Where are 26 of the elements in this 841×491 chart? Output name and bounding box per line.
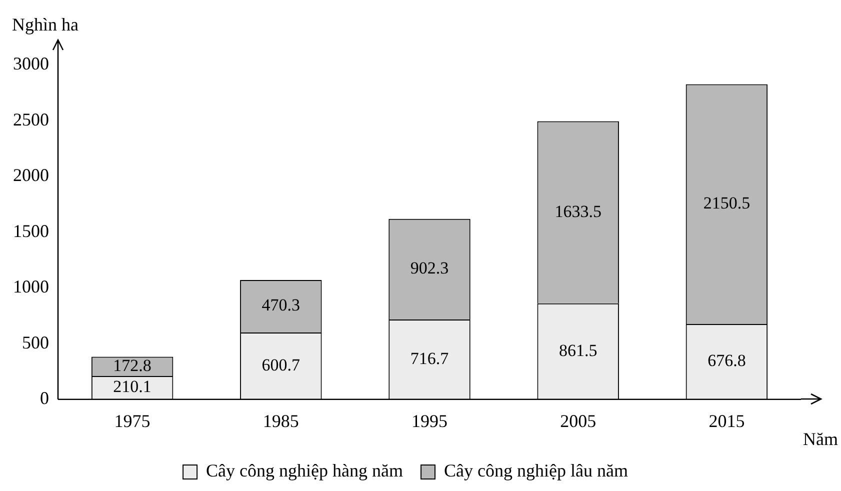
data-label: 1633.5 — [554, 202, 602, 221]
y-tick-label: 0 — [40, 388, 49, 408]
y-axis-title: Nghìn ha — [12, 14, 78, 35]
x-axis-title: Năm — [803, 429, 838, 450]
data-label: 716.7 — [410, 348, 450, 368]
data-label: 902.3 — [410, 258, 449, 278]
y-tick-label: 1500 — [13, 220, 49, 241]
data-label: 861.5 — [558, 340, 598, 360]
y-tick-label: 2500 — [13, 109, 49, 130]
y-tick-label: 1000 — [13, 276, 49, 297]
x-tick-label: 1985 — [262, 410, 299, 431]
data-label: 470.3 — [262, 296, 300, 315]
legend-label: Cây công nghiệp lâu năm — [444, 460, 628, 481]
x-tick-label: 1975 — [114, 410, 150, 431]
x-tick-label: 1995 — [412, 410, 448, 431]
data-label: 600.7 — [262, 355, 301, 374]
data-label: 210.1 — [113, 377, 152, 396]
y-tick-label: 500 — [22, 332, 49, 352]
y-tick-label: 3000 — [13, 54, 49, 74]
legend-label: Cây công nghiệp hàng năm — [206, 460, 404, 481]
data-label: 2150.5 — [703, 194, 750, 213]
y-tick-label: 2000 — [13, 165, 49, 186]
x-tick-label: 2005 — [560, 410, 596, 431]
x-tick-label: 2015 — [708, 410, 745, 431]
data-label: 676.8 — [708, 351, 746, 370]
data-label: 172.8 — [113, 356, 152, 375]
